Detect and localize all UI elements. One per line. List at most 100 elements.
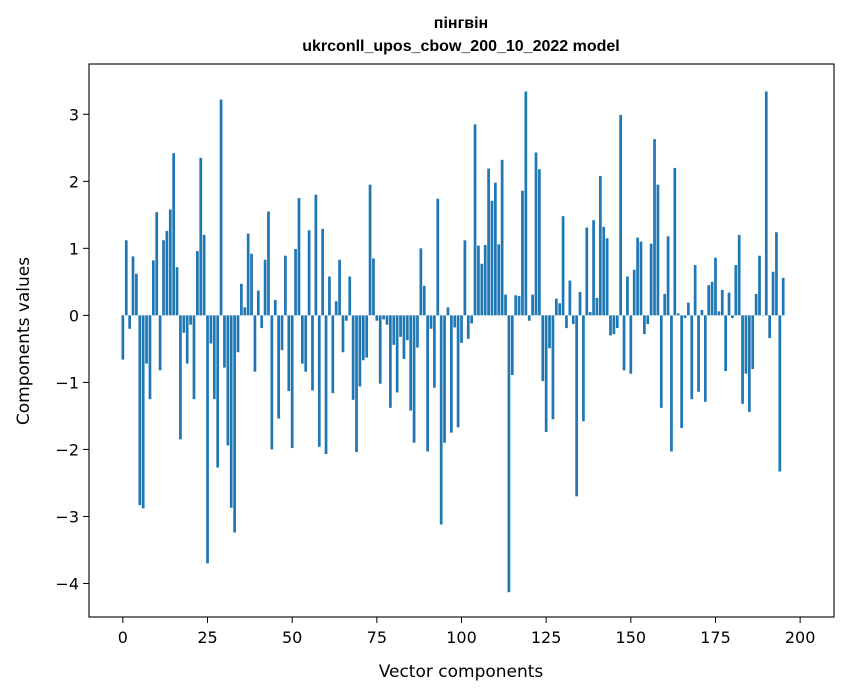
chart-title: пінгвін [434, 15, 488, 32]
bar [273, 299, 277, 316]
bar [307, 230, 311, 316]
y-axis-label: Components values [14, 257, 34, 425]
bar [334, 301, 338, 316]
y-tick-label: −3 [55, 507, 79, 526]
bar [582, 315, 585, 422]
bar [219, 99, 223, 316]
bar [714, 257, 717, 316]
bar [480, 263, 484, 316]
bar [527, 315, 531, 321]
bar [389, 315, 392, 408]
x-tick-label: 150 [616, 628, 647, 647]
bar [724, 315, 727, 371]
bar [361, 315, 365, 361]
bar [653, 139, 656, 316]
bar [250, 253, 253, 316]
bar [697, 315, 700, 392]
bar [304, 315, 308, 372]
bar [294, 249, 297, 316]
bar [524, 91, 528, 316]
bar [226, 315, 230, 446]
bar [341, 315, 345, 353]
bar [355, 315, 358, 453]
bar [571, 315, 575, 325]
bar [256, 290, 260, 316]
bar [575, 315, 578, 497]
bar [443, 315, 446, 443]
bar [670, 315, 673, 452]
bar [260, 315, 264, 329]
bar [460, 315, 463, 343]
bar [446, 307, 450, 316]
y-tick-label: −1 [55, 373, 79, 392]
bar [636, 237, 639, 316]
bar [253, 315, 257, 372]
x-tick-label: 200 [785, 628, 816, 647]
bar [385, 315, 389, 325]
bar [284, 255, 287, 316]
bar [737, 234, 741, 316]
bar [595, 297, 599, 316]
x-axis-ticks: 0 25 50 75 100 125 150 175 200 [118, 617, 816, 647]
y-tick-label: 0 [69, 306, 79, 325]
x-tick-label: 0 [118, 628, 128, 647]
bar [145, 315, 148, 364]
bar [456, 315, 460, 428]
bar [477, 245, 480, 316]
bar [632, 269, 636, 316]
bar [246, 233, 250, 316]
bar [663, 293, 667, 316]
bar [314, 194, 318, 316]
bar [277, 315, 280, 419]
bar [158, 315, 162, 371]
bar [317, 315, 321, 447]
bar [199, 157, 203, 316]
bar [751, 315, 755, 369]
bar [588, 312, 592, 316]
bar [680, 315, 683, 428]
bar [175, 267, 179, 316]
bar [683, 315, 687, 319]
bar [734, 265, 738, 316]
bar [151, 260, 155, 316]
bar [687, 302, 690, 316]
bar [602, 226, 606, 316]
bar [345, 315, 348, 321]
bar [629, 315, 633, 374]
bar [192, 315, 196, 400]
bar [558, 303, 562, 316]
bar [162, 240, 165, 316]
bar [189, 315, 192, 325]
bar [578, 291, 582, 316]
bar [236, 315, 240, 353]
bar [405, 315, 409, 341]
bar [473, 124, 477, 316]
bar [494, 182, 497, 316]
bars-group [121, 91, 785, 593]
bar [690, 315, 694, 400]
bar [128, 315, 131, 329]
bar [544, 315, 548, 432]
bar [598, 175, 602, 316]
bar [216, 315, 220, 468]
bar [290, 315, 294, 449]
bar [717, 311, 721, 316]
bar [135, 273, 138, 316]
y-tick-label: −2 [55, 440, 79, 459]
bar [548, 315, 551, 349]
bar [124, 240, 128, 316]
bar [727, 292, 731, 316]
bar [280, 315, 284, 351]
y-tick-label: 2 [69, 172, 79, 191]
plot-area-frame [88, 63, 835, 618]
bar [321, 228, 325, 316]
bar [700, 310, 704, 316]
bar [409, 315, 413, 411]
bar [643, 315, 646, 335]
bar [778, 315, 782, 472]
bar [439, 315, 443, 525]
bar [155, 212, 159, 316]
x-tick-label: 100 [446, 628, 477, 647]
bar [768, 315, 772, 339]
bar [517, 295, 521, 316]
